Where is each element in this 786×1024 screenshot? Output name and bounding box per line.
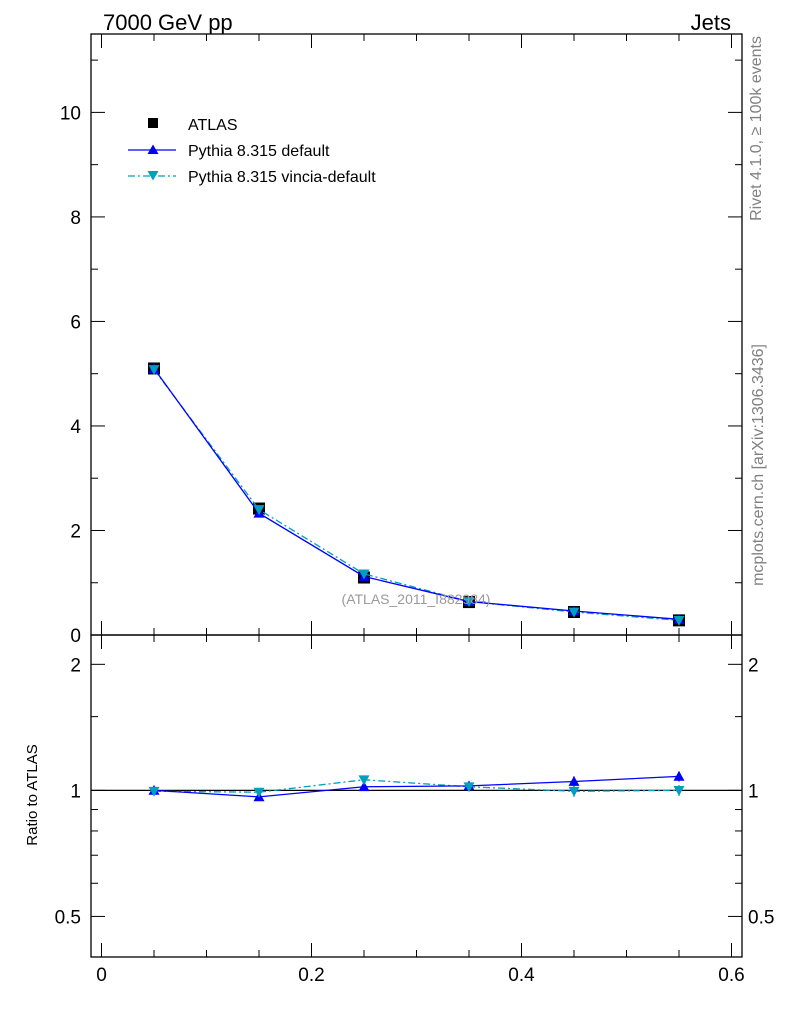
ratio-pythia-vincia-point: [358, 775, 370, 786]
pythia-vincia-point: [463, 597, 475, 608]
ratio-y-tick-label-left: 0.5: [55, 907, 81, 928]
x-tick-label: 0: [96, 965, 107, 986]
main-y-tick-label: 8: [70, 208, 81, 229]
legend: ATLAS Pythia 8.315 default Pythia 8.315 …: [128, 117, 376, 186]
x-tick-label: 0.2: [298, 965, 324, 986]
ratio-y-tick-label-right: 1: [748, 781, 759, 802]
analysis-watermark: (ATLAS_2011_I882984): [342, 591, 491, 607]
ratio-pythia-vincia-point: [568, 786, 580, 797]
ratio-y-tick-label-right: 0.5: [748, 907, 774, 928]
ratio-y-tick-label-left: 1: [70, 781, 81, 802]
ratio-pythia-default-line: [153, 775, 680, 798]
ratio-pythia-vincia-point: [148, 786, 160, 797]
rivet-version-text: Rivet 4.1.0, ≥ 100k events: [748, 36, 765, 221]
main-y-tick-label: 0: [70, 626, 81, 647]
pythia-vincia-point: [358, 569, 370, 580]
ratio-pythia-vincia-point: [673, 785, 685, 796]
ticks-layer: 0 2 4 6 8 10 0 0.2 0.4 0.6 0.5 0.5 1 1 2 2: [55, 34, 774, 986]
pythia-vincia-point: [148, 365, 160, 376]
pythia-vincia-point: [673, 615, 685, 626]
x-tick-label: 0.4: [508, 965, 535, 986]
main-y-tick-label: 4: [70, 417, 81, 438]
legend-label-atlas: ATLAS: [188, 117, 238, 134]
ratio-pythia-vincia-line: [153, 779, 680, 793]
legend-label-pythia-vincia: Pythia 8.315 vincia-default: [188, 169, 376, 186]
ratio-y-tick-label-right: 2: [748, 655, 759, 676]
mcplots-reference-text: mcplots.cern.ch [arXiv:1306.3436]: [750, 344, 767, 586]
ratio-pythia-vincia-point: [463, 782, 475, 793]
legend-label-pythia-default: Pythia 8.315 default: [188, 143, 330, 160]
ratio-pythia-vincia-point: [253, 787, 265, 798]
legend-marker-pythia-default: [147, 144, 159, 154]
header-right-title: Jets: [691, 10, 731, 35]
pythia-vincia-point: [568, 607, 580, 618]
ratio-pythia-default-point: [673, 770, 685, 781]
header-left-title: 7000 GeV pp: [103, 10, 233, 35]
series-layer: [148, 362, 685, 802]
ratio-panel-frame: [90, 634, 743, 958]
main-y-tick-label: 6: [70, 312, 81, 333]
main-y-tick-label: 10: [60, 103, 81, 124]
ratio-pythia-default-point: [568, 776, 580, 786]
pythia-vincia-point: [253, 505, 265, 516]
main-y-tick-label: 2: [70, 521, 81, 542]
ratio-y-tick-label-left: 2: [70, 655, 81, 676]
legend-marker-pythia-vincia: [147, 171, 159, 181]
pythia-default-line: [153, 368, 680, 620]
legend-marker-atlas: [148, 118, 158, 128]
ratio-y-axis-label: Ratio to ATLAS: [24, 744, 41, 845]
pythia-vincia-line: [153, 369, 680, 622]
x-tick-label: 0.6: [718, 965, 744, 986]
ratio-pythia-default-point: [358, 781, 370, 792]
